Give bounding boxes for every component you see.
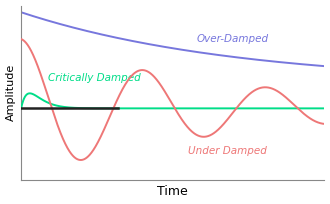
Text: Critically Damped: Critically Damped (49, 73, 141, 83)
Text: Under Damped: Under Damped (188, 146, 267, 156)
Y-axis label: Amplitude: Amplitude (6, 64, 16, 121)
X-axis label: Time: Time (157, 185, 188, 198)
Text: Over-Damped: Over-Damped (197, 34, 269, 44)
